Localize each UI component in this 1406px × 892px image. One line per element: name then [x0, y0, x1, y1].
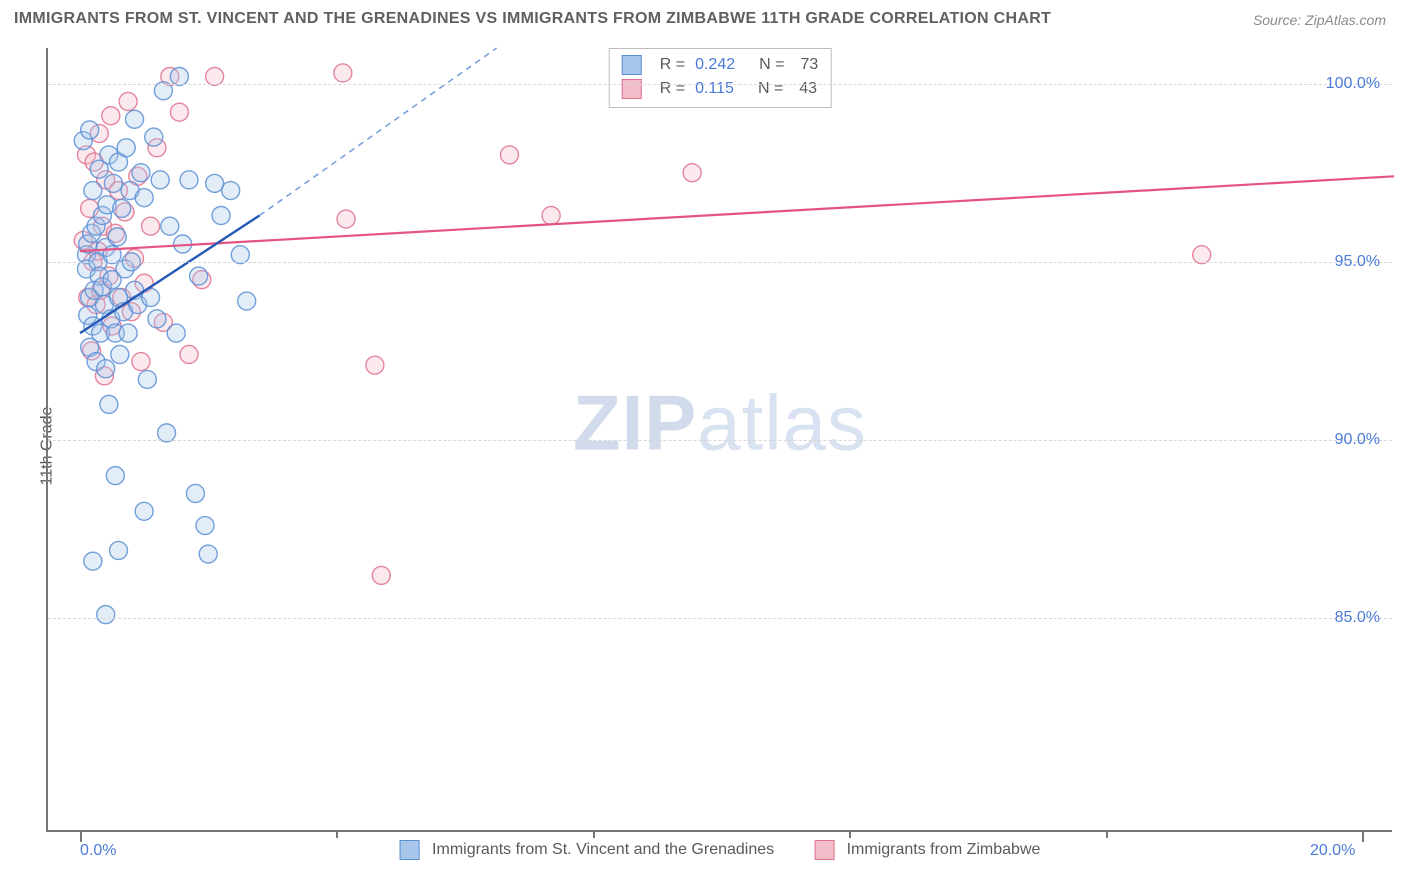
n-value-a: 73 [800, 53, 818, 77]
chart-plot-area: ZIPatlas R = 0.242 N = 73 R = 0.115 N = … [46, 48, 1392, 832]
y-tick-label: 100.0% [1326, 75, 1380, 93]
data-point [161, 217, 179, 235]
data-point [135, 502, 153, 520]
gridline-h [48, 262, 1392, 263]
legend-item-b: Immigrants from Zimbabwe [814, 840, 1040, 860]
data-point [84, 552, 102, 570]
data-point [186, 484, 204, 502]
data-point [104, 174, 122, 192]
swatch-series-a [622, 55, 642, 75]
data-point [108, 228, 126, 246]
data-point [683, 164, 701, 182]
n-value-b: 43 [799, 77, 817, 101]
data-point [119, 92, 137, 110]
swatch-series-a-icon [400, 840, 420, 860]
series-legend: Immigrants from St. Vincent and the Gren… [400, 840, 1041, 860]
y-tick-label: 85.0% [1335, 609, 1380, 627]
data-point [151, 171, 169, 189]
data-point [138, 370, 156, 388]
data-point [81, 121, 99, 139]
swatch-series-b [622, 79, 642, 99]
data-point [132, 164, 150, 182]
gridline-h [48, 618, 1392, 619]
data-point [132, 353, 150, 371]
data-point [222, 182, 240, 200]
data-point [337, 210, 355, 228]
data-point [180, 345, 198, 363]
gridline-h [48, 84, 1392, 85]
source-label: Source: ZipAtlas.com [1253, 12, 1386, 28]
y-tick-label: 95.0% [1335, 253, 1380, 271]
x-tick-label: 0.0% [80, 842, 116, 860]
stats-legend: R = 0.242 N = 73 R = 0.115 N = 43 [609, 48, 832, 108]
n-label-a: N = [759, 53, 784, 77]
chart-title: IMMIGRANTS FROM ST. VINCENT AND THE GREN… [14, 10, 1051, 28]
data-point [372, 566, 390, 584]
x-tick-minor [336, 830, 338, 838]
data-point [180, 171, 198, 189]
data-point [111, 345, 129, 363]
x-tick-minor [1106, 830, 1108, 838]
data-point [145, 128, 163, 146]
legend-label-a: Immigrants from St. Vincent and the Gren… [432, 841, 774, 858]
data-point [148, 310, 166, 328]
x-tick-minor [849, 830, 851, 838]
data-point [199, 545, 217, 563]
x-tick-mark [1362, 830, 1364, 842]
trend-line [80, 176, 1394, 251]
r-value-b: 0.115 [695, 77, 734, 101]
data-point [366, 356, 384, 374]
r-value-a: 0.242 [695, 53, 735, 77]
data-point [167, 324, 185, 342]
data-point [97, 606, 115, 624]
data-point [102, 107, 120, 125]
data-point [110, 541, 128, 559]
r-label-a: R = [660, 53, 685, 77]
data-point [206, 174, 224, 192]
data-point [106, 467, 124, 485]
data-point [196, 517, 214, 535]
data-point [542, 206, 560, 224]
n-label-b: N = [758, 77, 783, 101]
stats-row-b: R = 0.115 N = 43 [622, 77, 819, 101]
r-label-b: R = [660, 77, 685, 101]
data-point [84, 182, 102, 200]
data-point [113, 199, 131, 217]
data-point [119, 324, 137, 342]
x-tick-minor [593, 830, 595, 838]
trend-line [260, 48, 497, 215]
data-point [190, 267, 208, 285]
legend-label-b: Immigrants from Zimbabwe [847, 841, 1041, 858]
data-point [126, 110, 144, 128]
gridline-h [48, 440, 1392, 441]
data-point [100, 395, 118, 413]
data-point [117, 139, 135, 157]
data-point [500, 146, 518, 164]
x-tick-mark [80, 830, 82, 842]
data-point [238, 292, 256, 310]
stats-row-a: R = 0.242 N = 73 [622, 53, 819, 77]
y-tick-label: 90.0% [1335, 431, 1380, 449]
x-tick-label: 20.0% [1310, 842, 1355, 860]
data-point [135, 189, 153, 207]
data-point [170, 103, 188, 121]
data-point [142, 217, 160, 235]
data-point [97, 360, 115, 378]
data-point [334, 64, 352, 82]
data-point [212, 206, 230, 224]
swatch-series-b-icon [814, 840, 834, 860]
legend-item-a: Immigrants from St. Vincent and the Gren… [400, 840, 775, 860]
